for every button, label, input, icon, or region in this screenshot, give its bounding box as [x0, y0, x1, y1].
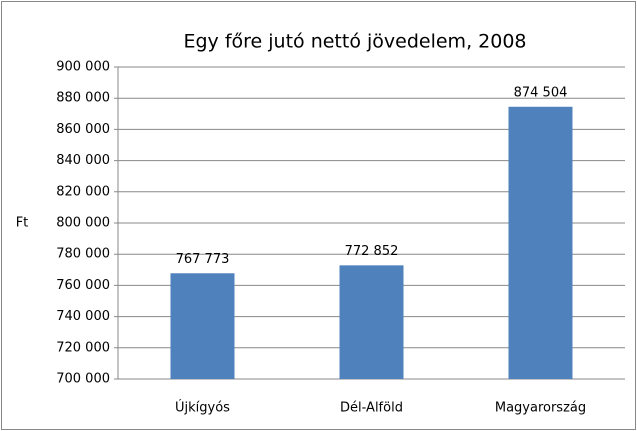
bar: [170, 273, 235, 379]
x-tick-label: Újkígyós: [175, 400, 230, 416]
y-tick-label: 840 000: [56, 153, 110, 168]
data-label: 767 773: [176, 252, 230, 267]
y-tick-label: 780 000: [56, 247, 110, 262]
y-tick-label: 900 000: [56, 60, 110, 75]
y-axis-label: Ft: [16, 216, 29, 231]
data-label: 874 504: [514, 85, 568, 100]
x-tick-label: Dél-Alföld: [340, 401, 403, 416]
y-tick-label: 700 000: [56, 372, 110, 387]
bar: [339, 265, 404, 379]
y-tick-label: 880 000: [56, 91, 110, 106]
bar: [508, 106, 573, 380]
y-tick-label: 860 000: [56, 122, 110, 137]
chart-title: Egy főre jutó nettó jövedelem, 2008: [183, 31, 526, 53]
y-tick-label: 820 000: [56, 184, 110, 199]
y-tick-label: 800 000: [56, 216, 110, 231]
x-tick-label: Magyarország: [495, 401, 586, 416]
y-tick-label: 760 000: [56, 278, 110, 293]
y-tick-label: 740 000: [56, 309, 110, 324]
data-label: 772 852: [345, 244, 399, 259]
y-tick-label: 720 000: [56, 340, 110, 355]
